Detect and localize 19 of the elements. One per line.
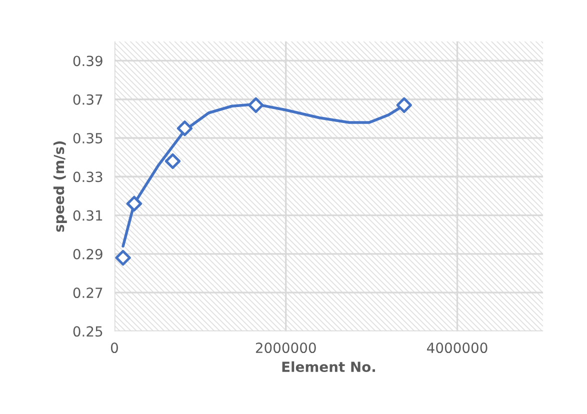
y-tick-label: 0.29 [73,248,102,260]
point [126,196,142,212]
point [396,97,412,113]
x-tick-label: 2000000 [256,342,316,354]
point [176,120,193,136]
point [248,97,264,113]
y-tick-label: 0.27 [73,288,102,298]
point [164,153,181,170]
y-tick-label: 0.31 [73,210,102,221]
y-tick-label: 0.35 [73,132,102,144]
x-tick-label: 4000000 [427,342,488,354]
y-tick-label: 0.39 [73,56,102,66]
y-axis-title: speed (m/s) [53,141,67,232]
x-axis-title: Element No. [282,361,375,372]
point [115,250,131,266]
y-tick-label: 0.37 [73,94,102,105]
y-tick-label: 0.33 [73,172,102,182]
y-tick-label: 0.25 [73,326,102,337]
x-tick-label: 0 [110,342,118,354]
